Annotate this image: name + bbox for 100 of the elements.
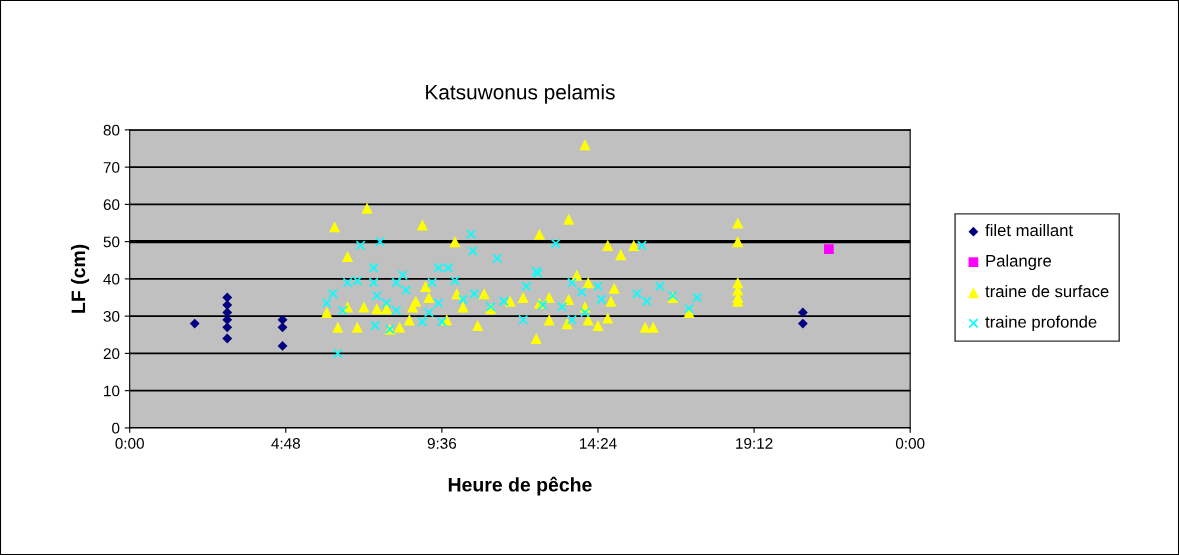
point: [521, 281, 532, 292]
x-axis-title: Heure de pêche: [448, 476, 592, 496]
point: [498, 296, 509, 307]
point: [605, 295, 617, 307]
point: [579, 307, 590, 318]
point: [566, 314, 577, 325]
y-tick-label: 70: [103, 161, 120, 173]
point: [321, 306, 333, 318]
point: [329, 221, 341, 233]
point: [537, 299, 548, 310]
x-tick-label: 9:36: [427, 438, 457, 449]
legend-label: traine profonde: [985, 315, 1097, 332]
point: [636, 240, 647, 251]
y-tick-label: 20: [103, 348, 120, 360]
point: [222, 333, 233, 344]
y-tick-label: 0: [112, 422, 120, 434]
point: [654, 281, 665, 292]
point: [391, 305, 402, 316]
chart-title: Katsuwonus pelamis: [426, 84, 615, 104]
point: [222, 292, 233, 303]
y-tick-label: 40: [103, 273, 120, 285]
point: [368, 277, 379, 288]
point: [368, 262, 379, 273]
point: [608, 282, 620, 294]
point: [639, 321, 651, 333]
point: [684, 303, 695, 314]
y-tick-label: 80: [103, 124, 120, 136]
x-tick-label: 0:00: [115, 438, 144, 449]
point: [277, 322, 288, 333]
point: [420, 280, 432, 292]
point: [530, 332, 542, 345]
y-tick-label: 10: [104, 385, 120, 397]
point: [277, 341, 288, 351]
point: [518, 314, 529, 325]
point: [381, 298, 392, 309]
point: [449, 236, 461, 248]
point: [222, 300, 233, 310]
point: [797, 318, 808, 329]
point: [458, 294, 469, 305]
y-tick-label: 30: [103, 311, 120, 322]
point: [571, 269, 583, 281]
point: [732, 217, 744, 229]
point: [602, 312, 614, 324]
point: [557, 301, 568, 312]
y-tick-label: 60: [103, 199, 120, 211]
point: [361, 202, 373, 214]
legend-label: traine de surface: [985, 285, 1109, 298]
point: [375, 236, 386, 247]
point: [647, 321, 659, 333]
point: [423, 307, 434, 318]
point: [824, 244, 834, 254]
point: [472, 319, 484, 332]
point: [576, 286, 587, 297]
point: [371, 303, 383, 315]
point: [427, 277, 438, 288]
x-tick-label: 0:00: [895, 438, 925, 449]
point: [370, 320, 381, 331]
point: [563, 213, 575, 225]
point: [321, 298, 332, 309]
point: [492, 253, 503, 264]
point: [566, 277, 577, 288]
point: [433, 298, 444, 309]
point: [436, 316, 447, 327]
point: [355, 240, 366, 251]
point: [327, 288, 338, 299]
point: [467, 245, 478, 256]
x-tick-label: 19:12: [736, 438, 773, 449]
point: [189, 318, 200, 329]
point: [563, 293, 575, 305]
point: [397, 270, 408, 281]
point: [579, 139, 591, 151]
point: [602, 239, 614, 251]
point: [371, 290, 382, 301]
point: [469, 288, 480, 299]
x-tick-label: 4:48: [271, 438, 300, 449]
point: [641, 296, 652, 307]
point: [533, 228, 546, 240]
point: [337, 305, 348, 316]
point: [466, 229, 477, 240]
point: [401, 285, 412, 296]
point: [457, 301, 469, 313]
point: [423, 291, 435, 304]
point: [582, 277, 594, 289]
point: [332, 348, 343, 359]
point: [504, 295, 516, 307]
legend-label: filet maillant: [985, 223, 1073, 237]
point: [517, 291, 529, 304]
point: [550, 238, 561, 249]
point: [732, 236, 744, 248]
point: [592, 281, 603, 292]
point: [351, 321, 363, 333]
point: [797, 307, 808, 318]
point: [394, 321, 406, 333]
point: [381, 303, 393, 315]
y-tick-label: 50: [103, 236, 120, 248]
point: [628, 239, 640, 251]
x-tick-label: 14:24: [580, 438, 617, 449]
point: [277, 314, 288, 325]
point: [407, 301, 419, 313]
point: [417, 316, 428, 327]
